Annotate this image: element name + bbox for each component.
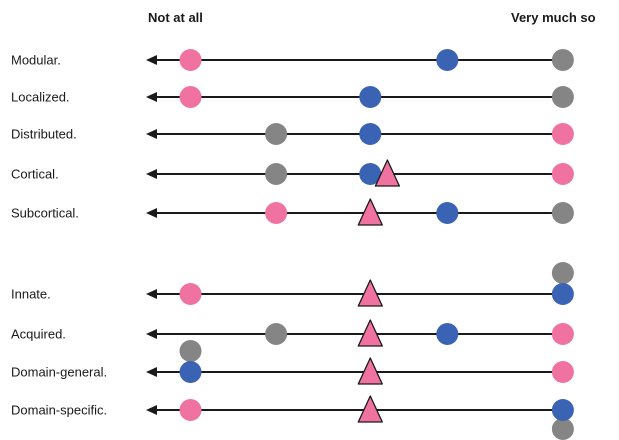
left-arrowhead	[146, 405, 157, 415]
blue-circle-marker	[359, 123, 382, 145]
pink-triangle-marker	[357, 319, 383, 347]
pink-triangle-marker	[357, 357, 383, 385]
row-label: Localized.	[11, 89, 70, 104]
scale-row: Domain-general.	[11, 340, 574, 385]
left-arrowhead	[146, 289, 157, 299]
blue-circle-marker	[436, 202, 459, 224]
scale-row: Innate.	[11, 262, 574, 307]
blue-circle-marker	[551, 283, 574, 305]
blue-circle-marker	[179, 361, 202, 383]
pink-circle-marker	[179, 283, 202, 305]
left-arrowhead	[146, 208, 157, 218]
row-label: Distributed.	[11, 126, 77, 141]
scale-row: Acquired.	[11, 319, 574, 347]
scale-row: Domain-specific.	[11, 395, 574, 440]
row-label: Modular.	[11, 52, 61, 67]
left-arrowhead	[146, 92, 157, 102]
blue-circle-marker	[436, 49, 459, 71]
left-arrowhead	[146, 367, 157, 377]
row-label: Innate.	[11, 286, 51, 301]
row-label: Domain-general.	[11, 364, 107, 379]
row-label: Subcortical.	[11, 205, 79, 220]
pink-circle-marker	[265, 202, 288, 224]
scale-row: Distributed.	[11, 123, 574, 145]
pink-triangle-marker	[357, 279, 383, 307]
gray-circle-marker	[179, 340, 202, 362]
pink-circle-marker	[551, 361, 574, 383]
blue-circle-marker	[359, 86, 382, 108]
left-arrowhead	[146, 169, 157, 179]
row-label: Cortical.	[11, 166, 59, 181]
scale-rows: Modular. Localized. Distributed. Cortical. S…	[11, 49, 574, 440]
scale-row: Modular.	[11, 49, 574, 71]
gray-circle-marker	[551, 49, 574, 71]
gray-circle-marker	[551, 86, 574, 108]
pink-circle-marker	[179, 399, 202, 421]
scale-right-label: Very much so	[511, 10, 596, 25]
pink-triangle-marker	[374, 159, 401, 187]
gray-circle-marker	[265, 163, 288, 185]
left-arrowhead	[146, 55, 157, 65]
pink-circle-marker	[551, 323, 574, 345]
pink-circle-marker	[179, 86, 202, 108]
gray-circle-marker	[265, 123, 288, 145]
scale-row: Localized.	[11, 86, 574, 108]
gray-circle-marker	[551, 418, 574, 440]
row-label: Acquired.	[11, 326, 66, 341]
scale-row: Subcortical.	[11, 198, 574, 226]
left-arrowhead	[146, 129, 157, 139]
gray-circle-marker	[265, 323, 288, 345]
pink-circle-marker	[551, 123, 574, 145]
blue-circle-marker	[436, 323, 459, 345]
blue-circle-marker	[551, 399, 574, 421]
pink-triangle-marker	[357, 198, 383, 226]
scale-row: Cortical.	[11, 159, 574, 187]
gray-circle-marker	[551, 202, 574, 224]
pink-circle-marker	[179, 49, 202, 71]
left-arrowhead	[146, 329, 157, 339]
row-label: Domain-specific.	[11, 402, 107, 417]
blue-circle-marker	[359, 163, 382, 185]
scale-left-label: Not at all	[148, 10, 203, 25]
gray-circle-marker	[551, 262, 574, 284]
pink-circle-marker	[551, 163, 574, 185]
pink-triangle-marker	[357, 395, 383, 423]
